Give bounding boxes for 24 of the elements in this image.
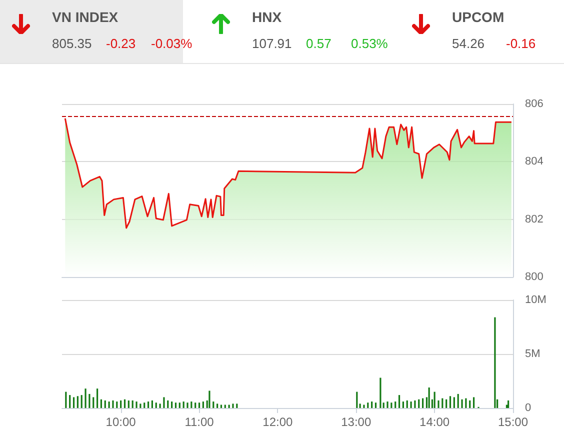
text: HNX [252,9,282,25]
x-tick-label: 13:00 [341,415,372,429]
text: 0.53% [351,36,388,51]
y-tick-label: 802 [525,213,544,226]
x-tick-label: 10:00 [106,415,136,429]
x-tick-label: 11:00 [184,415,214,429]
text: 54.26 [452,36,485,51]
y-tick-label: 0 [525,402,532,414]
text: -0.23 [106,36,136,51]
y-tick-label: 806 [525,98,544,110]
text: -0.16 [506,36,536,51]
text: 107.91 [252,36,292,51]
x-tick-label: 12:00 [262,415,294,429]
y-tick-label: 5M [525,348,540,360]
y-tick-label: 800 [525,271,544,283]
text: 805.35 [52,36,92,51]
x-tick-label: 14:00 [420,415,450,429]
text: 0.57 [306,36,332,51]
text: VN INDEX [52,9,118,25]
x-tick-label: 15:00 [498,415,528,429]
text: -0.03% [151,36,192,51]
y-tick-label: 10M [525,294,546,306]
text: UPCOM [452,9,504,25]
y-tick-label: 804 [525,156,544,168]
